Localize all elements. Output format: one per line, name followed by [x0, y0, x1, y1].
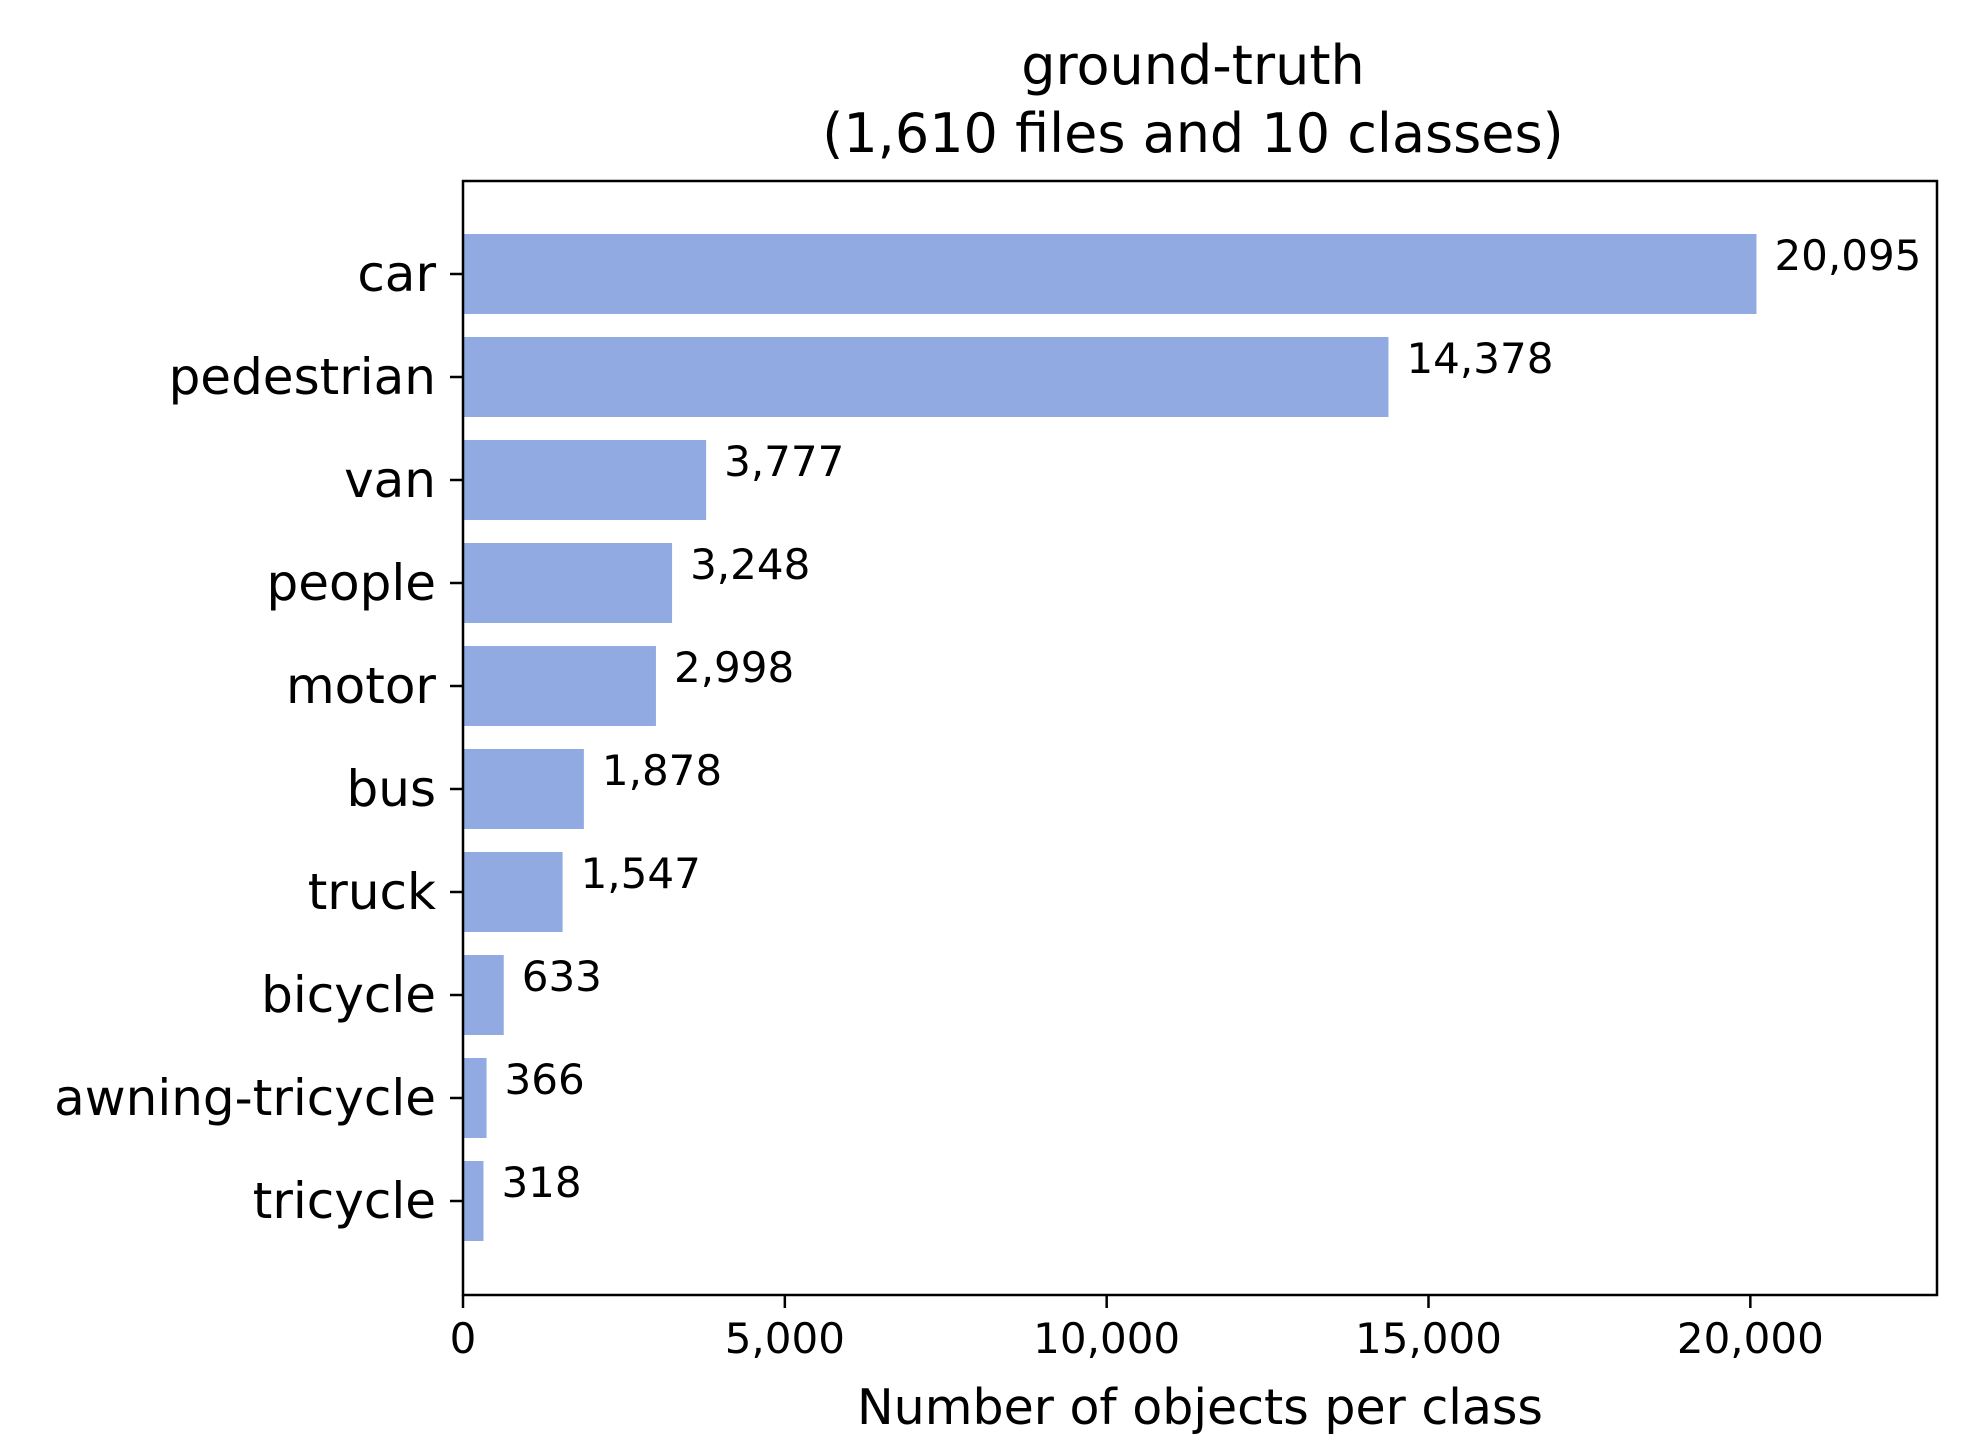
bar-car	[463, 234, 1757, 314]
bar-bicycle	[463, 955, 504, 1035]
category-label-motor: motor	[286, 657, 436, 715]
value-label-tricycle: 318	[501, 1158, 581, 1207]
x-tick-label-0: 0	[450, 1314, 477, 1363]
x-tick-label-4: 20,000	[1677, 1314, 1824, 1363]
bars-layer: 20,095 14,378 3,777 3,248 2,998 1,878 1,547 633…	[463, 231, 1921, 1241]
bar-pedestrian	[463, 337, 1389, 417]
bar-motor	[463, 646, 656, 726]
chart-subtitle: (1,610 files and 10 classes)	[822, 102, 1563, 165]
bar-bus	[463, 749, 584, 829]
value-label-motor: 2,998	[674, 643, 794, 692]
plot-frame	[461, 179, 1939, 1297]
category-label-bicycle: bicycle	[261, 966, 436, 1024]
bar-truck	[463, 852, 563, 932]
value-label-truck: 1,547	[581, 849, 701, 898]
bar-van	[463, 440, 707, 520]
value-label-bus: 1,878	[602, 746, 722, 795]
category-label-pedestrian: pedestrian	[169, 348, 436, 406]
value-label-car: 20,095	[1774, 231, 1921, 280]
category-label-van: van	[344, 451, 436, 509]
x-tick-label-2: 10,000	[1033, 1314, 1180, 1363]
value-label-awning-tricycle: 366	[505, 1055, 585, 1104]
category-label-awning-tricycle: awning-tricycle	[54, 1069, 436, 1127]
value-label-bicycle: 633	[522, 952, 602, 1001]
ticks-layer: car pedestrian van people motor bus truck bicyc…	[54, 245, 1824, 1363]
x-tick-label-1: 5,000	[725, 1314, 845, 1363]
bar-tricycle	[463, 1161, 484, 1241]
chart-title: ground-truth	[1021, 34, 1365, 97]
category-label-bus: bus	[347, 760, 436, 818]
x-tick-label-3: 15,000	[1355, 1314, 1502, 1363]
category-label-people: people	[267, 554, 436, 612]
x-axis-label: Number of objects per class	[857, 1379, 1543, 1436]
value-label-pedestrian: 14,378	[1406, 334, 1553, 383]
category-label-tricycle: tricycle	[253, 1172, 436, 1230]
bar-awning-tricycle	[463, 1058, 487, 1138]
category-label-car: car	[357, 245, 436, 303]
bar-people	[463, 543, 673, 623]
value-label-van: 3,777	[724, 437, 844, 486]
value-label-people: 3,248	[690, 540, 810, 589]
category-label-truck: truck	[308, 863, 436, 921]
